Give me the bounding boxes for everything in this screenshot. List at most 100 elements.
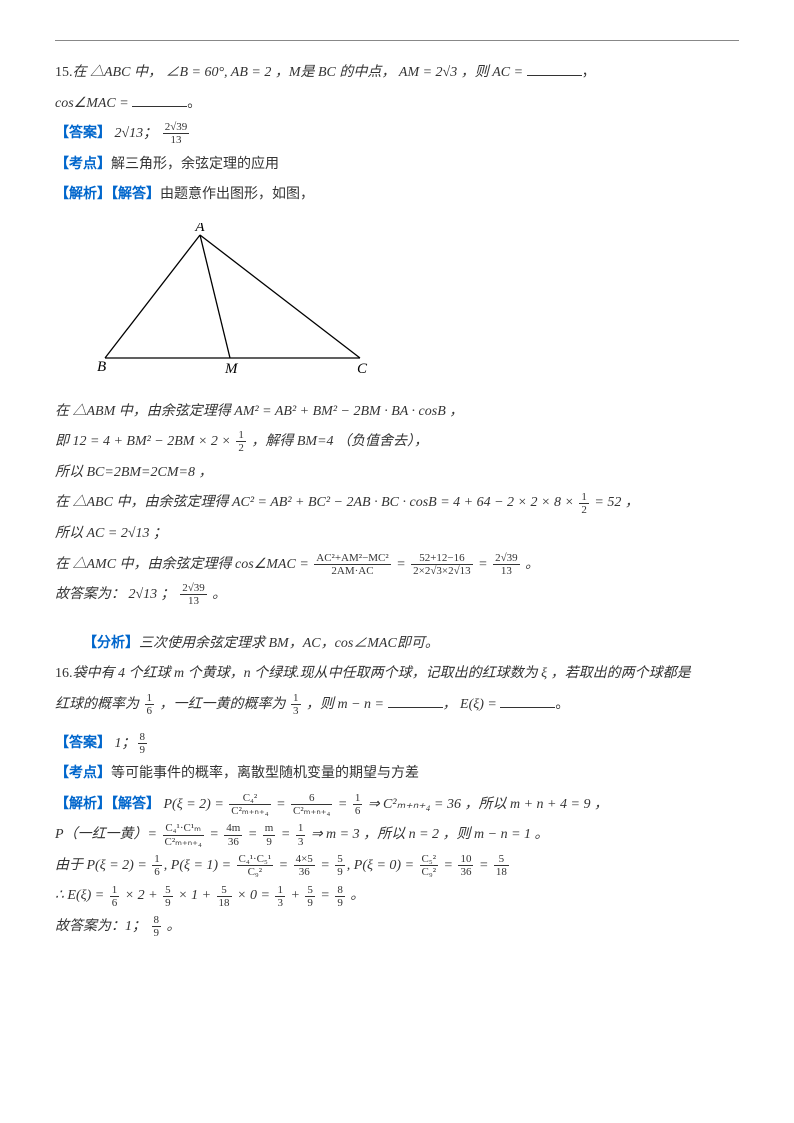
fenxi-label: 【分析】 (83, 636, 139, 651)
q16-sol3: 由于 P(ξ = 2) = 16, P(ξ = 1) = C₄¹·C₅¹C₉² … (55, 853, 739, 880)
fraction: m9 (263, 822, 276, 847)
q15-kaodian-text: 解三角形，余弦定理的应用 (111, 157, 279, 172)
q15-jiexi: 【解析】【解答】由题意作出图形，如图， (55, 182, 739, 209)
fraction: 2√3913 (163, 121, 190, 146)
blank (132, 93, 187, 107)
text: 红球的概率为 (55, 697, 143, 712)
text: = (206, 827, 222, 842)
text: = (475, 557, 491, 572)
q15-sol5: 所以 AC = 2√13 ； (55, 521, 739, 548)
q15-answer-text: 2√13； (115, 126, 158, 141)
q15-sol2: 即 12 = 4 + BM² − 2BM × 2 × 12 ，解得 BM=4 （… (55, 429, 739, 456)
q16-number: 16. (55, 666, 73, 681)
q15-fenxi: 【分析】三次使用余弦定理求 BM，AC，cos∠MAC即可。 (83, 631, 739, 658)
fraction: 6C²ₘ₊ₙ₊₄ (291, 792, 332, 817)
fraction: 16 (110, 884, 120, 909)
fraction: 59 (163, 884, 173, 909)
vertex-A: A (194, 223, 205, 235)
text: = (273, 797, 289, 812)
text: 故答案为： 2√13 ； (55, 587, 178, 602)
kaodian-label: 【考点】 (55, 766, 111, 781)
vertex-M: M (224, 361, 239, 377)
q16-sol2: P（一红一黄）= C₄¹·C¹ₘC²ₘ₊ₙ₊₄ = 4m36 = m9 = 13… (55, 822, 739, 849)
fraction: 13 (296, 822, 306, 847)
kaodian-label: 【考点】 (55, 157, 111, 172)
text: 在 △ABC 中，由余弦定理得 AC² = AB² + BC² − 2AB · … (55, 495, 577, 510)
fraction: 518 (494, 853, 509, 878)
fraction: C₄¹·C¹ₘC²ₘ₊ₙ₊₄ (163, 822, 204, 847)
fraction: C₄¹·C₅¹C₉² (237, 853, 274, 878)
jieda-label: 【解答】 (111, 797, 160, 812)
answer-label: 【答案】 (55, 126, 111, 141)
text: = (317, 858, 333, 873)
text: P(ξ = 2) = (160, 797, 227, 812)
text: 。 (555, 697, 569, 712)
text: 等可能事件的概率，离散型随机变量的期望与方差 (111, 766, 419, 781)
fraction: 89 (335, 884, 345, 909)
text: , P(ξ = 0) = (347, 858, 418, 873)
text: = (277, 827, 293, 842)
q16-stem-line1: 16.袋中有 4 个红球 m 个黄球，n 个绿球.现从中任取两个球，记取出的红球… (55, 661, 739, 688)
text: 即 12 = 4 + BM² − 2BM × 2 × (55, 434, 234, 449)
fraction: 12 (579, 491, 589, 516)
fraction: C₅²C₉² (420, 853, 438, 878)
q15-sol3: 所以 BC=2BM=2CM=8 ， (55, 460, 739, 487)
fraction: 89 (138, 731, 148, 756)
fraction: 13 (275, 884, 285, 909)
q15-number: 15. (55, 65, 73, 80)
text: 。 (347, 888, 365, 903)
fraction: 16 (353, 792, 363, 817)
q15-comma: ， (582, 65, 596, 80)
text: 故答案为：1； (55, 919, 150, 934)
fraction: 4m36 (224, 822, 242, 847)
text: 。 (209, 587, 227, 602)
q16-answer: 【答案】 1；89 (55, 731, 739, 758)
text: = (244, 827, 260, 842)
text: , P(ξ = 1) = (164, 858, 235, 873)
text: = 52 ， (591, 495, 639, 510)
blank (500, 694, 555, 708)
text: = (393, 557, 409, 572)
fraction: 12 (236, 429, 246, 454)
text: ，则 m − n = (303, 697, 388, 712)
text: + (287, 888, 303, 903)
q15-sol6: 在 △AMC 中，由余弦定理得 cos∠MAC = AC²+AM²−MC²2AM… (55, 552, 739, 579)
text: 在 △AMC 中，由余弦定理得 cos∠MAC = (55, 557, 312, 572)
q15-stem-a: 在 △ABC 中， ∠B = 60°, AB = 2 ，M是 BC 的中点， A… (73, 65, 527, 80)
q15-period: 。 (187, 96, 201, 111)
q15-sol4: 在 △ABC 中，由余弦定理得 AC² = AB² + BC² − 2AB · … (55, 490, 739, 517)
jiexi-label: 【解析】 (55, 797, 111, 812)
triangle-figure: A B M C (85, 223, 375, 378)
blank (388, 694, 443, 708)
text: ，解得 BM=4 （负值舍去）， (248, 434, 428, 449)
text: = (275, 858, 291, 873)
blank (527, 62, 582, 76)
text: ⇒ C²ₘ₊ₙ₊₄ = 36 ，所以 m + n + 4 = 9 ， (364, 797, 608, 812)
fraction: 2√3913 (180, 582, 207, 607)
vertex-B: B (97, 359, 106, 375)
q16-guda: 故答案为：1； 89 。 (55, 914, 739, 941)
fraction: C₄²C²ₘ₊ₙ₊₄ (229, 792, 270, 817)
q15-guda: 故答案为： 2√13 ； 2√3913 。 (55, 582, 739, 609)
vertex-C: C (357, 361, 368, 377)
jiexi-label: 【解析】 (55, 187, 111, 202)
text: = (334, 797, 350, 812)
q16-stem-line2: 红球的概率为 16 ，一红一黄的概率为 13 ，则 m − n = ， E(ξ)… (55, 692, 739, 719)
text: 。 (522, 557, 540, 572)
q15-answer: 【答案】 2√13； 2√3913 (55, 121, 739, 148)
text: ， E(ξ) = (443, 697, 501, 712)
q15-sol1: 在 △ABM 中，由余弦定理得 AM² = AB² + BM² − 2BM · … (55, 399, 739, 426)
text: × 1 + (175, 888, 215, 903)
fraction: 13 (291, 692, 301, 717)
answer-label: 【答案】 (55, 736, 111, 751)
q15-stem-line1: 15.在 △ABC 中， ∠B = 60°, AB = 2 ，M是 BC 的中点… (55, 60, 739, 87)
q16-kaodian: 【考点】等可能事件的概率，离散型随机变量的期望与方差 (55, 761, 739, 788)
fraction: 16 (145, 692, 155, 717)
q16-sol4: ∴ E(ξ) = 16 × 2 + 59 × 1 + 518 × 0 = 13 … (55, 883, 739, 910)
text: = (475, 858, 491, 873)
text: = (317, 888, 333, 903)
fraction: 518 (217, 884, 232, 909)
text: P（一红一黄）= (55, 827, 161, 842)
q15-stem-c: cos∠MAC = (55, 96, 132, 111)
q16-sol1: 【解析】【解答】 P(ξ = 2) = C₄²C²ₘ₊ₙ₊₄ = 6C²ₘ₊ₙ₊… (55, 792, 739, 819)
